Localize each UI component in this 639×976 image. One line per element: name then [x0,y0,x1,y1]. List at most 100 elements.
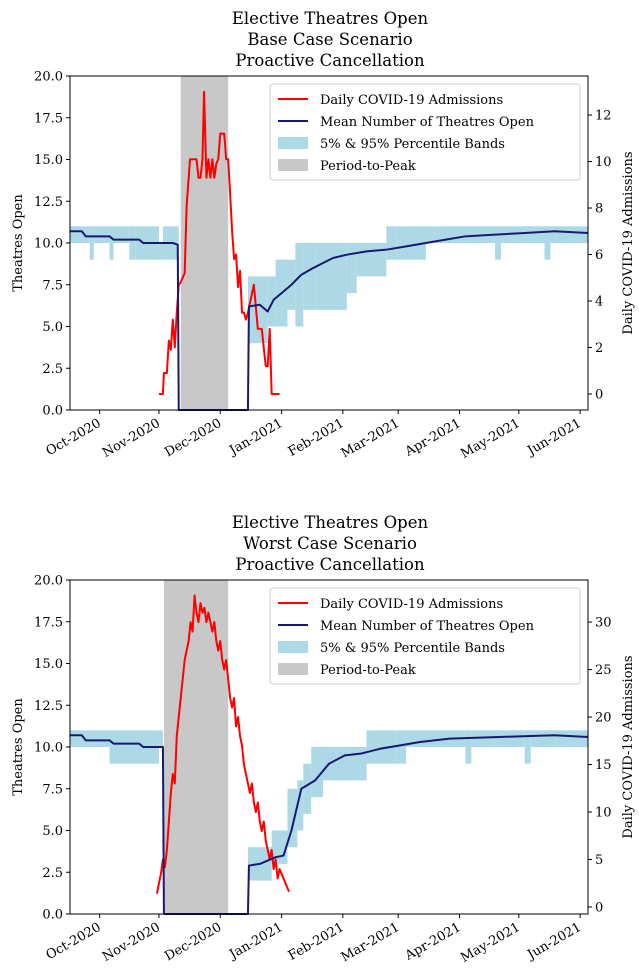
legend-label: Mean Number of Theatres Open [320,115,535,130]
period-span [163,580,229,914]
y-tick-label: 10.0 [34,237,63,252]
y-tick-label: 2.5 [42,866,63,881]
x-tick-label: Apr-2021 [402,920,464,964]
legend-patch [278,663,308,675]
chart: Elective Theatres Open Worst Case Scenari… [11,513,636,966]
percentile-band [425,226,434,243]
chart-title: Elective Theatres Open [232,9,429,28]
y-tick-label: 15.0 [34,657,63,672]
percentile-band [336,747,367,781]
percentile-band [303,763,312,814]
series-line [156,594,290,894]
percentile-band [109,226,114,260]
y2-axis-label: Daily COVID-19 Admissions [621,655,636,838]
legend-label: Daily COVID-19 Admissions [320,93,503,108]
percentile-band [109,730,114,764]
x-tick-label: Oct-2020 [44,920,104,963]
percentile-band [550,226,588,243]
x-tick-label: Dec-2020 [162,416,224,460]
y-axis-label: Theatres Open [11,194,26,292]
y-axis-label: Theatres Open [11,698,26,796]
chart: Elective Theatres Open Base Case Scenario… [11,9,636,462]
x-tick-label: Dec-2020 [162,920,224,964]
legend-box [269,587,581,685]
percentile-band [530,730,588,747]
percentile-band [495,226,502,260]
y-tick-label: 12.5 [34,699,63,714]
percentile-band [70,226,90,243]
x-tick-label: May-2021 [458,920,523,966]
x-tick-label: Feb-2021 [286,416,347,460]
legend-patch [278,641,308,653]
x-tick-label: Jan-2021 [225,416,285,459]
y2-tick-label: 5 [595,853,603,868]
legend-patch [278,159,308,171]
y2-tick-label: 6 [595,248,603,263]
x-tick-label: Nov-2020 [100,416,163,461]
percentile-band [287,788,298,848]
y2-tick-label: 15 [595,758,612,773]
percentile-band [89,226,94,260]
y-tick-label: 5.0 [42,320,63,335]
y-tick-label: 17.5 [34,615,63,630]
legend-label: Period-to-Peak [320,159,416,174]
legend-label: Period-to-Peak [320,663,416,678]
percentile-band [158,730,163,747]
x-tick-label: Oct-2020 [44,416,104,459]
percentile-band [315,243,347,310]
y-tick-label: 10.0 [34,741,63,756]
y2-tick-label: 0 [595,900,603,915]
chart-title: Proactive Cancellation [235,555,425,574]
x-tick-label: Jun-2021 [523,920,584,964]
y2-tick-label: 8 [595,202,603,217]
legend-label: Mean Number of Theatres Open [320,619,535,634]
x-tick-label: Nov-2020 [100,920,163,965]
legend-label: Daily COVID-19 Admissions [320,597,503,612]
y-tick-label: 0.0 [42,908,63,923]
y-tick-label: 7.5 [42,278,63,293]
y2-tick-label: 12 [595,109,612,124]
percentile-band [346,243,357,294]
x-tick-label: Mar-2021 [339,416,403,461]
percentile-band [501,226,545,243]
percentile-band [129,226,136,260]
series-line [70,734,589,915]
x-tick-label: Jun-2021 [523,416,584,460]
y2-axis-label: Daily COVID-19 Admissions [621,151,636,334]
x-tick-label: Mar-2021 [339,920,403,965]
y-tick-label: 20.0 [34,574,63,589]
y2-tick-label: 25 [595,663,612,678]
percentile-band [295,243,304,327]
y-tick-label: 2.5 [42,362,63,377]
x-tick-label: Jan-2021 [225,920,285,963]
x-tick-label: Feb-2021 [286,920,347,964]
y2-tick-label: 0 [595,387,603,402]
y-tick-label: 15.0 [34,153,63,168]
y-tick-label: 5.0 [42,824,63,839]
chart-title: Worst Case Scenario [243,534,417,553]
legend-patch [278,137,308,149]
percentile-band [158,243,163,260]
percentile-band [465,730,472,764]
legend-box [269,83,581,181]
y-tick-label: 7.5 [42,782,63,797]
x-tick-label: May-2021 [458,416,523,462]
percentile-band [70,730,110,747]
percentile-band [356,243,387,277]
y2-tick-label: 20 [595,711,612,726]
y2-tick-label: 2 [595,341,603,356]
percentile-band [386,226,397,260]
y2-tick-label: 10 [595,806,612,821]
percentile-band [311,747,324,798]
y2-tick-label: 4 [595,294,603,309]
percentile-band [267,276,276,327]
y2-tick-label: 10 [595,155,612,170]
series-line [70,230,589,411]
y-tick-label: 17.5 [34,111,63,126]
chart-title: Base Case Scenario [247,30,412,49]
percentile-band [524,730,531,764]
percentile-band [297,780,304,831]
chart-title: Elective Theatres Open [232,513,429,532]
